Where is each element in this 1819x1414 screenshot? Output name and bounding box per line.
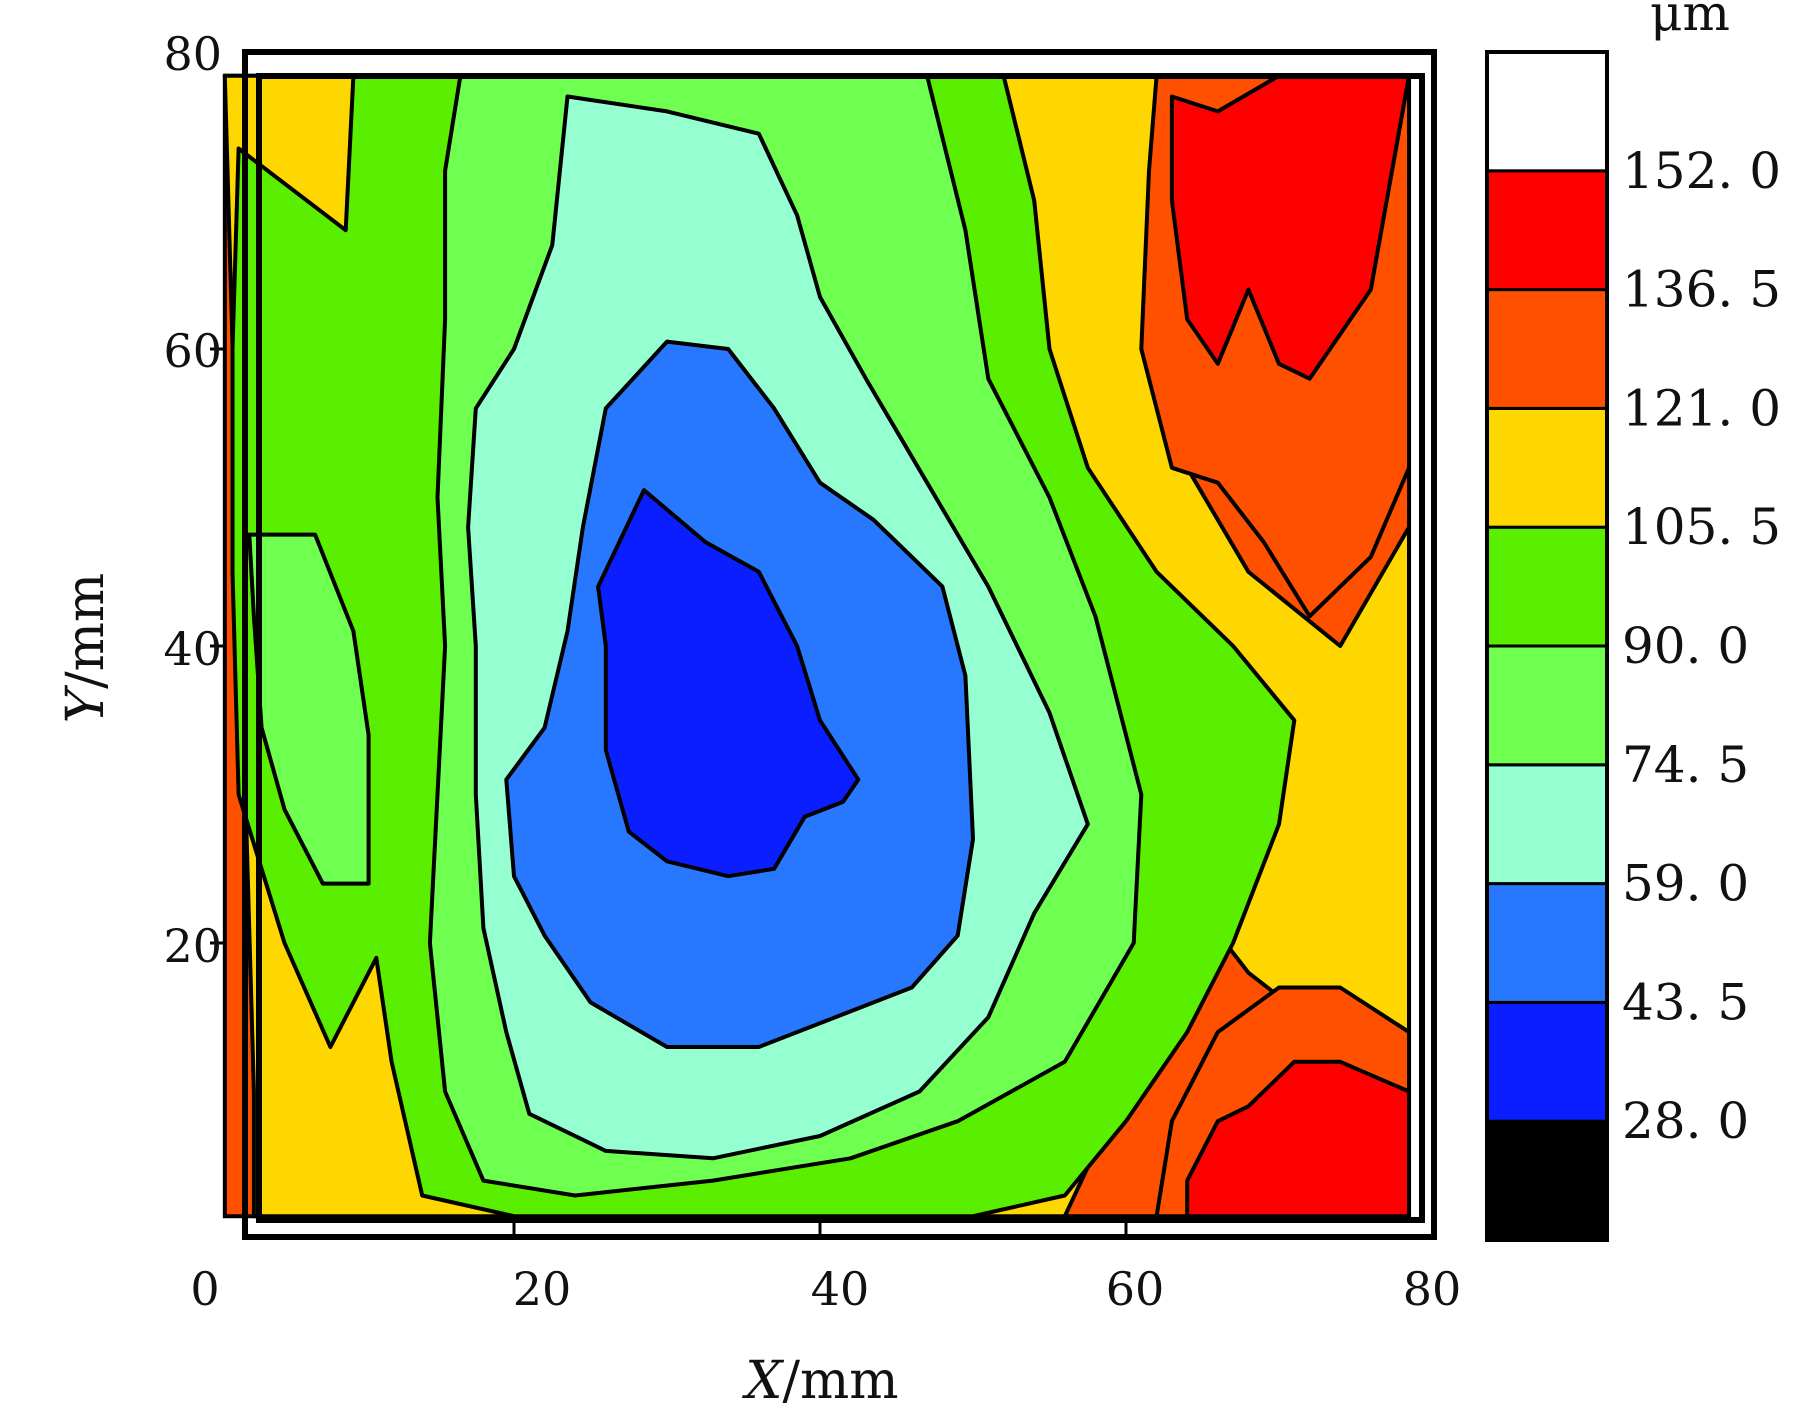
colorbar-swatch-8 xyxy=(1485,169,1609,292)
colorbar-swatch-2 xyxy=(1485,882,1609,1004)
contour-region-8-3 xyxy=(1169,73,1411,381)
colorbar-swatch-5 xyxy=(1485,525,1609,648)
colorbar-swatch-3 xyxy=(1485,763,1609,886)
colorbar-tick-label-4: 90. 0 xyxy=(1622,617,1749,675)
colorbar-frame xyxy=(1485,50,1609,1242)
colorbar-swatch-0 xyxy=(1485,1119,1609,1242)
colorbar-unit-label: μm xyxy=(1650,0,1730,42)
y-tick-label-20: 20 xyxy=(163,919,222,973)
x-tick-label-80: 80 xyxy=(1403,1262,1462,1316)
x-tick-label-40: 40 xyxy=(811,1262,870,1316)
y-tick-label-80: 80 xyxy=(163,27,222,81)
colorbar-swatch-1 xyxy=(1485,1000,1609,1123)
contour-fills xyxy=(222,73,1412,1219)
colorbar-swatch-9 xyxy=(1485,50,1609,173)
colorbar-tick-label-5: 105. 5 xyxy=(1622,498,1781,556)
x-axis-tick-labels: 0 20 40 60 80 xyxy=(190,1262,1461,1316)
colorbar-tick-label-0: 28. 0 xyxy=(1622,1092,1749,1150)
y-axis-tick-labels: 20 40 60 80 xyxy=(163,27,222,973)
x-tick-label-0: 0 xyxy=(190,1262,219,1316)
colorbar-tick-label-6: 121. 0 xyxy=(1622,379,1781,437)
colorbar-tick-label-8: 152. 0 xyxy=(1622,142,1781,200)
x-axis-variable: X xyxy=(741,1351,784,1411)
colorbar: 28. 0 43. 5 59. 0 74. 5 90. 0 105. 5 121. 0 136… xyxy=(1485,50,1781,1242)
contour-region-8-4 xyxy=(1185,1059,1411,1219)
colorbar-swatch-7 xyxy=(1485,288,1609,410)
y-axis-title: Y/mm xyxy=(56,573,116,723)
x-axis-title: X/mm xyxy=(741,1351,898,1411)
x-tick-label-20: 20 xyxy=(513,1262,572,1316)
plot-frame-outer xyxy=(242,49,1437,1240)
plot-frame-inner xyxy=(256,73,1425,1223)
axis-ticks xyxy=(210,347,1128,1238)
colorbar-tick-label-7: 136. 5 xyxy=(1622,261,1781,319)
y-axis-unit: /mm xyxy=(56,573,116,689)
x-tick-label-60: 60 xyxy=(1106,1262,1165,1316)
colorbar-tick-label-2: 59. 0 xyxy=(1622,855,1749,913)
x-axis-unit: /mm xyxy=(782,1351,898,1411)
y-axis-variable: Y xyxy=(56,684,116,723)
contour-region-1-10 xyxy=(596,488,861,879)
y-tick-label-60: 60 xyxy=(163,324,222,378)
colorbar-swatch-4 xyxy=(1485,644,1609,767)
colorbar-tick-label-3: 74. 5 xyxy=(1622,736,1749,794)
y-tick-label-40: 40 xyxy=(163,622,222,676)
colorbar-swatch-6 xyxy=(1485,406,1609,529)
colorbar-tick-label-1: 43. 5 xyxy=(1622,973,1749,1031)
